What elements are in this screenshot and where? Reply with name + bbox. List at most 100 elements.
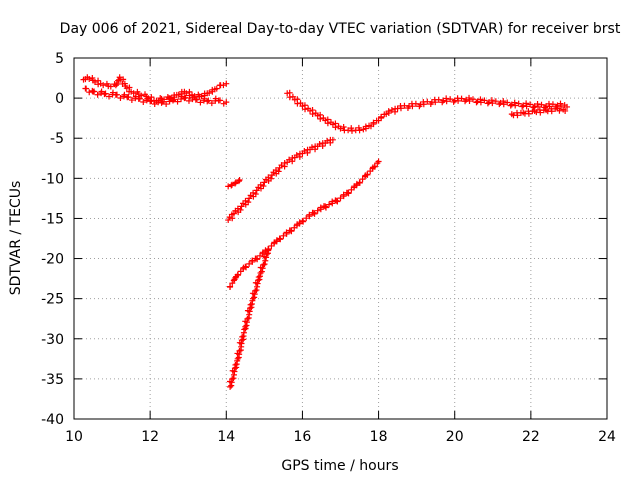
data-marker bbox=[91, 78, 98, 85]
data-marker bbox=[171, 96, 178, 103]
data-marker bbox=[120, 76, 127, 83]
x-tick-labels: 10 12 14 16 18 20 22 24 bbox=[65, 429, 616, 445]
y-tick-label: -20 bbox=[41, 252, 64, 268]
data-marker bbox=[232, 361, 239, 368]
data-marker bbox=[288, 228, 295, 235]
data-marker bbox=[163, 101, 170, 108]
data-marker bbox=[412, 100, 419, 107]
data-point bbox=[375, 158, 382, 165]
data-point bbox=[242, 263, 249, 270]
data-marker bbox=[378, 115, 385, 122]
data-marker bbox=[409, 103, 416, 110]
data-marker bbox=[514, 112, 521, 119]
data-marker bbox=[301, 148, 308, 155]
series-2 bbox=[284, 89, 571, 134]
data-marker bbox=[237, 206, 244, 213]
data-marker bbox=[535, 103, 542, 110]
data-point bbox=[322, 203, 329, 210]
data-marker bbox=[255, 274, 262, 281]
data-marker bbox=[297, 100, 304, 107]
series-5 bbox=[225, 136, 336, 224]
data-marker bbox=[91, 88, 98, 95]
data-marker bbox=[537, 109, 544, 116]
data-marker bbox=[250, 189, 257, 196]
data-marker bbox=[492, 98, 499, 105]
data-point bbox=[112, 82, 119, 89]
data-point bbox=[232, 179, 239, 186]
data-point bbox=[158, 99, 165, 106]
data-marker bbox=[107, 83, 114, 90]
data-marker bbox=[235, 178, 242, 185]
series-3 bbox=[508, 105, 569, 119]
data-marker bbox=[523, 103, 530, 110]
data-point bbox=[225, 183, 232, 190]
data-point bbox=[310, 209, 317, 216]
x-tick-label: 14 bbox=[217, 429, 235, 445]
data-marker bbox=[477, 99, 484, 106]
data-marker bbox=[455, 97, 462, 104]
data-marker bbox=[247, 301, 254, 308]
data-marker bbox=[348, 127, 355, 134]
data-marker bbox=[125, 93, 132, 100]
y-tick-label: -40 bbox=[41, 412, 64, 428]
data-marker bbox=[205, 97, 212, 104]
data-marker bbox=[326, 201, 333, 208]
data-marker bbox=[443, 98, 450, 105]
data-marker bbox=[257, 181, 264, 188]
data-marker bbox=[306, 213, 313, 220]
data-point bbox=[236, 176, 243, 183]
data-marker bbox=[512, 102, 519, 109]
data-marker bbox=[362, 125, 369, 132]
data-marker bbox=[364, 171, 371, 178]
data-marker bbox=[241, 326, 248, 333]
data-marker bbox=[340, 124, 347, 131]
data-marker bbox=[302, 106, 309, 113]
data-marker bbox=[113, 80, 120, 87]
data-marker bbox=[329, 200, 336, 207]
data-marker bbox=[388, 106, 395, 113]
data-marker bbox=[538, 101, 545, 108]
data-marker bbox=[334, 198, 341, 205]
data-point bbox=[564, 103, 571, 110]
data-marker bbox=[261, 261, 268, 268]
data-marker bbox=[353, 182, 360, 189]
data-marker bbox=[300, 218, 307, 225]
data-marker bbox=[385, 109, 392, 116]
data-point bbox=[249, 295, 256, 302]
data-point bbox=[329, 136, 336, 143]
y-tick-label: -5 bbox=[50, 131, 64, 147]
data-marker bbox=[435, 96, 442, 103]
y-tick-label: -30 bbox=[41, 332, 64, 348]
data-marker bbox=[140, 98, 147, 105]
data-marker bbox=[208, 100, 215, 107]
x-tick-label: 10 bbox=[65, 429, 83, 445]
data-marker bbox=[217, 97, 224, 104]
data-point bbox=[234, 355, 241, 362]
data-marker bbox=[469, 96, 476, 103]
x-tick-label: 24 bbox=[598, 429, 616, 445]
data-point bbox=[204, 98, 211, 105]
data-marker bbox=[197, 99, 204, 106]
data-marker bbox=[254, 256, 261, 263]
data-marker bbox=[260, 261, 267, 268]
data-point bbox=[562, 107, 569, 114]
data-series bbox=[80, 74, 571, 390]
series-0 bbox=[80, 74, 230, 104]
data-marker bbox=[316, 141, 323, 148]
data-marker bbox=[94, 91, 101, 98]
plot-frame bbox=[73, 57, 608, 420]
data-marker bbox=[525, 110, 532, 117]
y-tick-labels: 5 0 -5 -10 -15 -20 -25 -30 -35 -40 bbox=[41, 51, 64, 428]
data-marker bbox=[206, 89, 213, 96]
data-point bbox=[238, 203, 245, 210]
data-marker bbox=[249, 258, 256, 265]
data-marker bbox=[263, 254, 270, 261]
data-marker bbox=[283, 230, 290, 237]
x-tick-label: 16 bbox=[294, 429, 312, 445]
data-marker bbox=[280, 232, 287, 239]
data-marker bbox=[340, 193, 347, 200]
data-marker bbox=[450, 98, 457, 105]
data-marker bbox=[548, 108, 555, 115]
data-marker bbox=[185, 97, 192, 104]
data-marker bbox=[317, 206, 324, 213]
